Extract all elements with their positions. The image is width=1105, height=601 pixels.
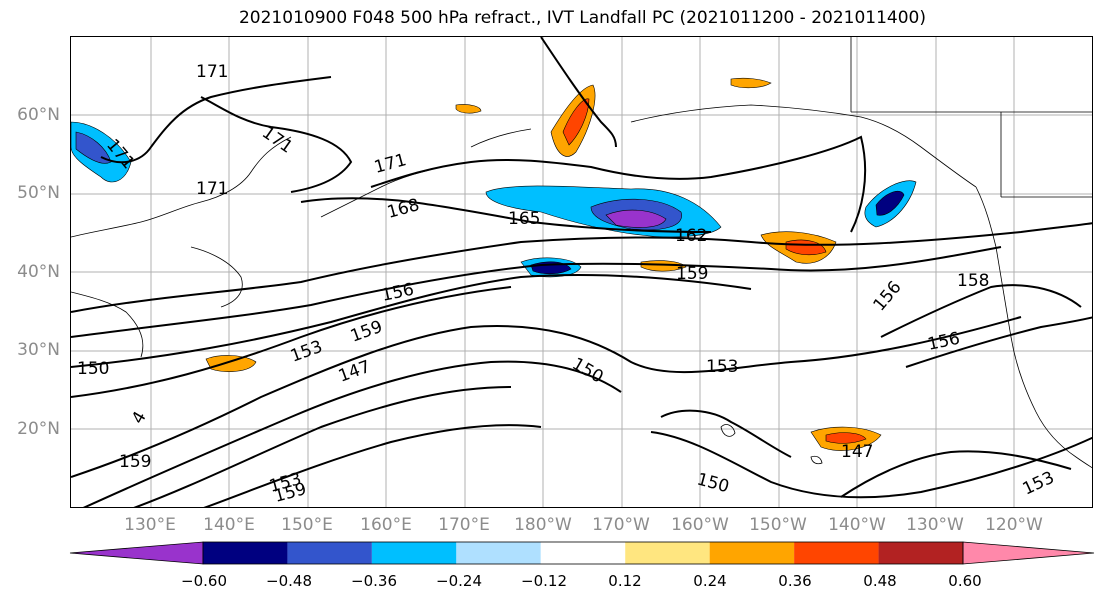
colorbar-cell xyxy=(540,542,626,564)
contour-label: 153 xyxy=(706,357,738,377)
lat-label-30n: 30°N xyxy=(17,340,60,360)
contour-label: 156 xyxy=(870,277,906,315)
colorbar-tick: −0.48 xyxy=(266,572,312,590)
colorbar-tick: 0.12 xyxy=(608,572,642,590)
shaded-anomalies xyxy=(71,77,917,451)
colorbar xyxy=(69,541,1095,565)
colorbar-cell xyxy=(625,542,710,564)
colorbar-cell xyxy=(456,542,541,564)
contour-label: 153 xyxy=(288,337,325,367)
colorbar-cell xyxy=(709,542,795,564)
colorbar-tick: −0.12 xyxy=(521,572,567,590)
contour-label: 171 xyxy=(196,179,228,199)
colorbar-extend-low xyxy=(69,541,204,565)
colorbar-tick: 0.60 xyxy=(948,572,982,590)
lon-label-150e: 150°E xyxy=(281,515,333,535)
blob-negative-central-deep xyxy=(605,209,667,228)
lon-label-120w: 120°W xyxy=(985,515,1043,535)
lon-label-130w: 130°W xyxy=(906,515,964,535)
lat-label-60n: 60°N xyxy=(17,105,60,125)
lon-label-130e: 130°E xyxy=(124,515,176,535)
colorbar-tick: −0.36 xyxy=(351,572,397,590)
contour-label: 171 xyxy=(196,62,228,82)
lon-label-160e: 160°E xyxy=(360,515,412,535)
contour-label: 171 xyxy=(258,123,296,158)
blob-positive-alaska-core xyxy=(562,98,590,146)
lat-label-50n: 50°N xyxy=(17,183,60,203)
contour-label: 171 xyxy=(372,150,409,178)
colorbar-tick: 0.24 xyxy=(693,572,727,590)
colorbar-cell xyxy=(371,542,457,564)
colorbar-tick: −0.24 xyxy=(436,572,482,590)
lon-label-170w: 170°W xyxy=(592,515,650,535)
contour-label: 162 xyxy=(675,226,707,246)
blob-positive-small-2 xyxy=(730,77,772,89)
contour-label: 159 xyxy=(676,264,708,284)
lon-label-170e: 170°E xyxy=(438,515,490,535)
blob-positive-south-core xyxy=(825,432,867,444)
contour-label: 158 xyxy=(957,271,989,291)
contour-label: 4 xyxy=(128,408,151,427)
lon-label-180w: 180°W xyxy=(514,515,572,535)
colorbar-frame xyxy=(202,541,964,565)
contour-label: 147 xyxy=(336,357,373,387)
contour-label: 159 xyxy=(348,317,385,347)
lat-label-40n: 40°N xyxy=(17,262,60,282)
colorbar-tick: −0.60 xyxy=(181,572,227,590)
lon-label-140w: 140°W xyxy=(828,515,886,535)
contour-label: 165 xyxy=(508,209,540,229)
lon-label-160w: 160°W xyxy=(671,515,729,535)
contour-label: 150 xyxy=(569,354,607,388)
contour-lines xyxy=(71,37,1092,507)
contour-label: 156 xyxy=(380,280,416,306)
colorbar-cell xyxy=(287,542,372,564)
coastlines xyxy=(71,37,1092,469)
colorbar-tick: 0.36 xyxy=(778,572,812,590)
map-svg: 171 171 171 171 171 168 165 162 159 158 … xyxy=(71,37,1092,507)
contour-label: 153 xyxy=(1020,468,1058,500)
blob-positive-sw xyxy=(205,355,257,372)
blob-positive-small-1 xyxy=(640,260,687,272)
colorbar-cell xyxy=(878,542,963,564)
blob-negative-west-core xyxy=(75,131,112,164)
contour-label: 159 xyxy=(119,452,151,472)
blob-negative-east-core xyxy=(875,190,905,216)
colorbar-cell xyxy=(203,542,288,564)
map-panel[interactable]: 171 171 171 171 171 168 165 162 159 158 … xyxy=(70,36,1093,508)
lon-label-140e: 140°E xyxy=(203,515,255,535)
contour-label: 150 xyxy=(77,359,109,379)
lon-label-150w: 150°W xyxy=(749,515,807,535)
contour-label: 147 xyxy=(841,442,873,462)
colorbar-cell xyxy=(794,542,879,564)
colorbar-tick: 0.48 xyxy=(863,572,897,590)
blob-positive-small-3 xyxy=(455,104,482,114)
colorbar-extend-high xyxy=(962,541,1095,565)
chart-title: 2021010900 F048 500 hPa refract., IVT La… xyxy=(238,8,926,28)
lat-label-20n: 20°N xyxy=(17,419,60,439)
